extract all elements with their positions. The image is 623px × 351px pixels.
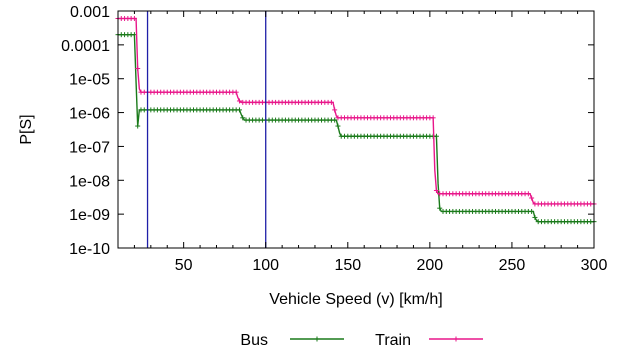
bus-point xyxy=(236,107,242,113)
train-point xyxy=(135,66,141,72)
train-point xyxy=(430,115,436,121)
legend: Bus Train xyxy=(240,332,483,349)
y-tick-label: 0.001 xyxy=(70,4,110,21)
bus-point xyxy=(332,117,338,123)
legend-marker-bus xyxy=(314,336,320,342)
train-point xyxy=(525,191,531,197)
train-point xyxy=(236,98,242,104)
y-tick-label: 1e-07 xyxy=(69,139,110,156)
bus-point xyxy=(437,205,443,211)
x-tick-label: 300 xyxy=(581,257,608,274)
y-tick-label: 1e-05 xyxy=(69,72,110,89)
x-tick-label: 100 xyxy=(252,257,279,274)
legend-label-bus: Bus xyxy=(240,332,268,349)
x-tick-label: 200 xyxy=(417,257,444,274)
x-tick-label: 50 xyxy=(175,257,193,274)
plot-frame xyxy=(117,10,595,249)
x-tick-label: 150 xyxy=(334,257,361,274)
bus-series-line xyxy=(118,33,594,223)
train-point xyxy=(332,107,338,113)
bus-point xyxy=(532,214,538,220)
y-tick-label: 1e-10 xyxy=(69,241,110,258)
train-point xyxy=(529,195,535,201)
series-layer xyxy=(115,16,597,225)
legend-item-bus: Bus xyxy=(240,332,344,349)
train-point xyxy=(233,89,239,95)
legend-label-train: Train xyxy=(375,332,411,349)
y-tick-label: 1e-06 xyxy=(69,106,110,123)
bus-point xyxy=(240,115,246,121)
train-series-line xyxy=(118,17,594,205)
bus-point xyxy=(433,133,439,139)
ticks: 50 100 150 200 250 300 1e-10 1e-09 1e-08 1e-07 1e-… xyxy=(61,4,607,274)
bus-point xyxy=(135,123,141,129)
y-tick-label: 1e-09 xyxy=(69,207,110,224)
y-axis-label: P[S] xyxy=(18,114,35,144)
x-axis-label: Vehicle Speed (v) [km/h] xyxy=(269,291,442,308)
x-tick-label: 250 xyxy=(499,257,526,274)
y-tick-label: 0.0001 xyxy=(61,38,110,55)
y-tick-label: 1e-08 xyxy=(69,173,110,190)
bus-point xyxy=(335,123,341,129)
train-point xyxy=(433,187,439,193)
bus-point xyxy=(529,208,535,214)
train-point xyxy=(328,99,334,105)
vertical-lines xyxy=(146,11,267,248)
legend-marker-train xyxy=(453,336,459,342)
train-point xyxy=(131,16,137,22)
legend-item-train: Train xyxy=(375,332,483,349)
